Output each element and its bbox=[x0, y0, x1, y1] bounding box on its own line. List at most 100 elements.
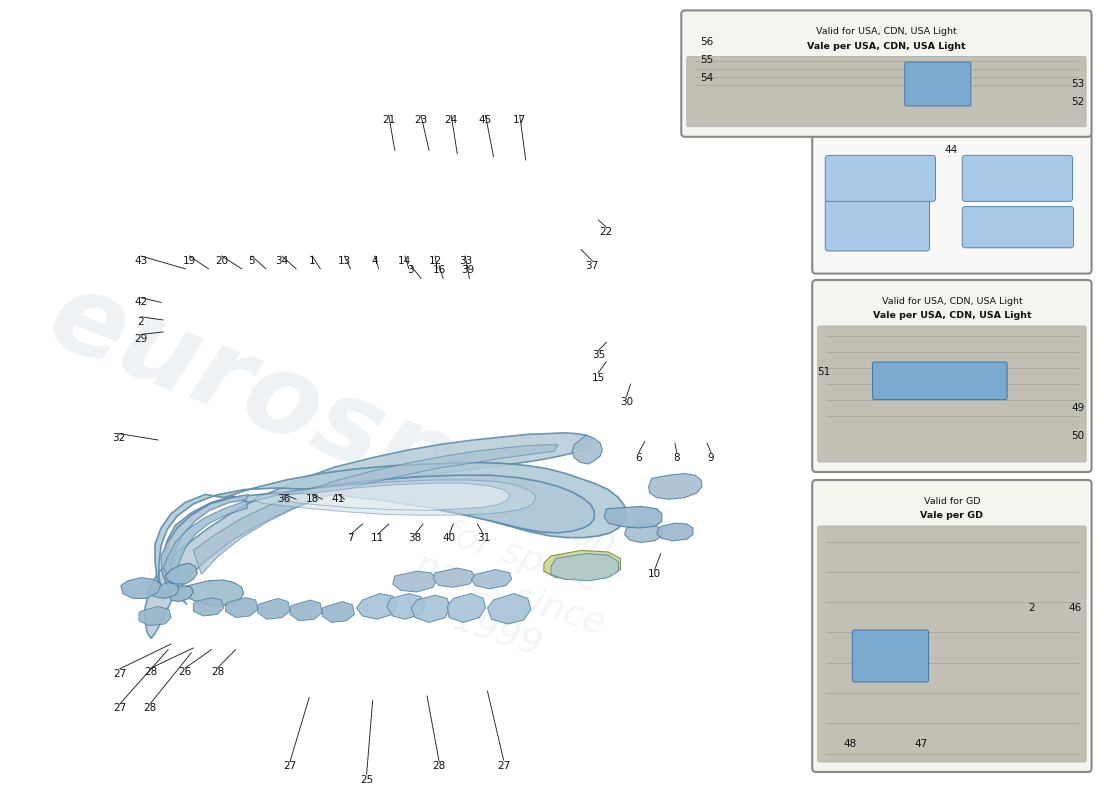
Text: 45: 45 bbox=[478, 115, 492, 125]
Text: 32: 32 bbox=[112, 434, 125, 443]
Text: 28: 28 bbox=[432, 762, 446, 771]
Text: 47: 47 bbox=[914, 739, 927, 749]
Text: 12: 12 bbox=[429, 256, 442, 266]
FancyBboxPatch shape bbox=[872, 362, 1008, 399]
FancyBboxPatch shape bbox=[686, 56, 1086, 126]
Polygon shape bbox=[163, 475, 594, 592]
Text: 33: 33 bbox=[459, 256, 472, 266]
Text: 31: 31 bbox=[476, 534, 491, 543]
FancyBboxPatch shape bbox=[825, 155, 935, 202]
Polygon shape bbox=[139, 606, 172, 626]
Text: 17: 17 bbox=[513, 115, 526, 125]
Text: 46: 46 bbox=[1068, 603, 1081, 613]
FancyBboxPatch shape bbox=[904, 62, 971, 106]
FancyBboxPatch shape bbox=[812, 134, 1091, 274]
Text: 5: 5 bbox=[249, 256, 255, 266]
Text: 49: 49 bbox=[1071, 403, 1085, 413]
Polygon shape bbox=[472, 570, 512, 589]
Text: 41: 41 bbox=[332, 494, 345, 504]
Text: 51: 51 bbox=[817, 367, 830, 377]
Text: a passion
for spare
parts since
1999: a passion for spare parts since 1999 bbox=[398, 473, 634, 679]
Text: 50: 50 bbox=[1071, 431, 1085, 441]
Text: 28: 28 bbox=[211, 667, 224, 677]
Polygon shape bbox=[257, 598, 290, 619]
FancyBboxPatch shape bbox=[681, 10, 1091, 137]
Polygon shape bbox=[625, 524, 662, 542]
FancyBboxPatch shape bbox=[812, 280, 1091, 472]
Text: 11: 11 bbox=[371, 534, 384, 543]
Text: 4: 4 bbox=[372, 256, 378, 266]
Polygon shape bbox=[254, 480, 536, 515]
Text: 27: 27 bbox=[113, 669, 127, 678]
Text: Valid for USA, CDN, USA Light: Valid for USA, CDN, USA Light bbox=[881, 297, 1022, 306]
Polygon shape bbox=[387, 594, 425, 619]
Polygon shape bbox=[322, 602, 354, 622]
Polygon shape bbox=[572, 435, 603, 464]
Text: 55: 55 bbox=[701, 55, 714, 65]
Polygon shape bbox=[393, 571, 437, 592]
Text: 56: 56 bbox=[701, 37, 714, 46]
Text: 35: 35 bbox=[592, 350, 605, 360]
Text: 22: 22 bbox=[600, 227, 613, 237]
Text: Vale per USA, CDN, USA Light: Vale per USA, CDN, USA Light bbox=[807, 42, 966, 51]
Text: 9: 9 bbox=[707, 453, 714, 462]
Text: 48: 48 bbox=[844, 739, 857, 749]
Text: Vale per GD: Vale per GD bbox=[921, 511, 983, 521]
Polygon shape bbox=[487, 594, 531, 624]
Text: 25: 25 bbox=[360, 775, 373, 785]
Text: 21: 21 bbox=[382, 115, 395, 125]
Text: 15: 15 bbox=[592, 373, 605, 382]
Text: Valid for GD: Valid for GD bbox=[924, 497, 980, 506]
Text: 8: 8 bbox=[673, 453, 680, 462]
Text: 42: 42 bbox=[134, 298, 147, 307]
Polygon shape bbox=[165, 563, 197, 584]
Text: 28: 28 bbox=[143, 703, 156, 713]
Polygon shape bbox=[121, 578, 161, 598]
Text: 10: 10 bbox=[648, 570, 661, 579]
Text: 18: 18 bbox=[306, 494, 319, 504]
Text: 14: 14 bbox=[398, 256, 411, 266]
Text: 2: 2 bbox=[1028, 603, 1035, 613]
FancyBboxPatch shape bbox=[962, 206, 1074, 248]
Text: 6: 6 bbox=[636, 453, 642, 462]
Polygon shape bbox=[167, 586, 194, 602]
Text: 38: 38 bbox=[408, 534, 421, 543]
Text: 40: 40 bbox=[442, 534, 455, 543]
Text: 54: 54 bbox=[701, 74, 714, 83]
Polygon shape bbox=[284, 483, 509, 510]
Text: 3: 3 bbox=[408, 265, 415, 274]
Polygon shape bbox=[551, 554, 618, 581]
FancyBboxPatch shape bbox=[817, 526, 1086, 762]
Text: 44: 44 bbox=[944, 146, 957, 155]
Polygon shape bbox=[657, 523, 693, 541]
Polygon shape bbox=[649, 474, 702, 499]
Text: 43: 43 bbox=[134, 256, 147, 266]
Text: 1: 1 bbox=[309, 256, 316, 266]
Text: 2: 2 bbox=[138, 317, 144, 326]
Polygon shape bbox=[161, 494, 249, 600]
Polygon shape bbox=[356, 594, 397, 619]
Text: eurospar: eurospar bbox=[34, 262, 594, 570]
Polygon shape bbox=[411, 595, 450, 622]
Text: 37: 37 bbox=[585, 261, 598, 270]
Polygon shape bbox=[433, 568, 475, 587]
Polygon shape bbox=[448, 594, 485, 622]
FancyBboxPatch shape bbox=[852, 630, 928, 682]
Polygon shape bbox=[604, 506, 662, 528]
Text: 16: 16 bbox=[432, 265, 446, 274]
Text: Vale per USA, CDN, USA Light: Vale per USA, CDN, USA Light bbox=[872, 311, 1031, 321]
Text: 19: 19 bbox=[183, 256, 196, 266]
Polygon shape bbox=[226, 598, 257, 618]
Text: 39: 39 bbox=[461, 265, 474, 274]
Text: 27: 27 bbox=[497, 761, 510, 770]
Text: 13: 13 bbox=[338, 256, 351, 266]
FancyBboxPatch shape bbox=[812, 480, 1091, 772]
Polygon shape bbox=[148, 582, 179, 598]
Polygon shape bbox=[194, 598, 223, 616]
FancyBboxPatch shape bbox=[962, 155, 1072, 202]
Text: 29: 29 bbox=[134, 334, 147, 344]
Polygon shape bbox=[169, 580, 244, 606]
FancyBboxPatch shape bbox=[817, 326, 1086, 462]
Text: 7: 7 bbox=[348, 534, 354, 543]
Text: 28: 28 bbox=[144, 667, 157, 677]
